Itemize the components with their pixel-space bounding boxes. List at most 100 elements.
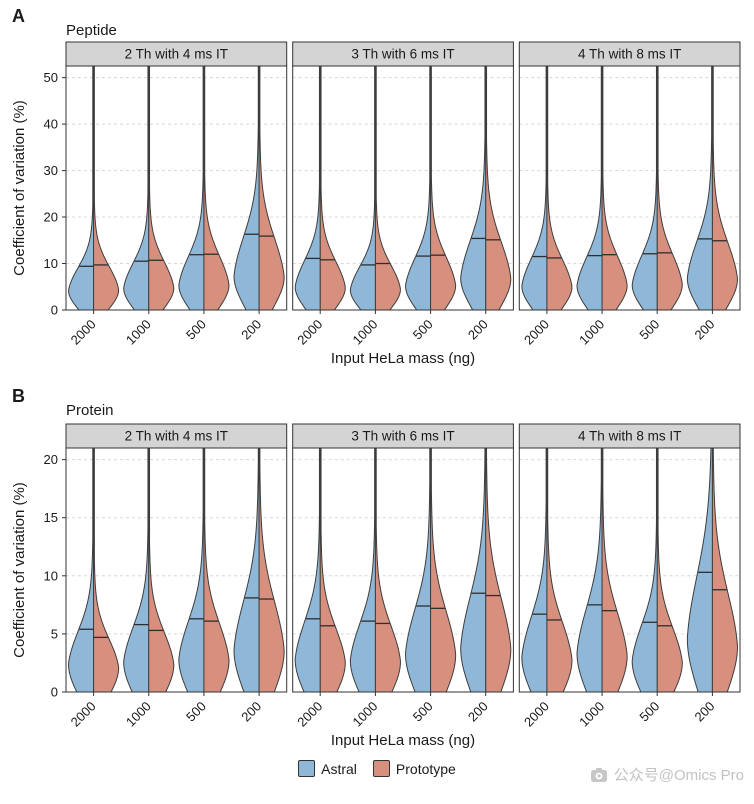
facet-strip-title: 3 Th with 6 ms IT — [351, 429, 454, 444]
panel-b-plot: 0 5 10 15 20 2000 1000 500 200 2 Th with 4 ms IT 2… — [44, 423, 741, 730]
x-tick-label: 2000 — [294, 317, 325, 348]
violin-half-prototype — [93, 65, 120, 311]
violin-half-astral — [233, 447, 260, 693]
facet-strip-title: 2 Th with 4 ms IT — [125, 47, 228, 62]
x-tick-label: 1000 — [123, 317, 154, 348]
violin-half-astral — [576, 447, 603, 693]
x-tick-label: 2000 — [68, 699, 99, 730]
y-tick-label: 20 — [44, 452, 58, 467]
facet-strip — [518, 41, 741, 67]
violin-half-astral — [178, 65, 205, 311]
panel-a-plot: 0 10 20 30 40 50 2000 1000 500 200 2 Th with 4 ms … — [44, 41, 741, 348]
x-tick-label: 200 — [692, 699, 718, 725]
x-tick-label: 1000 — [123, 699, 154, 730]
x-tick-label: 500 — [636, 317, 662, 343]
x-tick-label: 200 — [465, 699, 491, 725]
violin-half-astral — [233, 65, 260, 311]
violin-half-astral — [576, 65, 603, 311]
violin-half-prototype — [656, 65, 683, 311]
violin-half-prototype — [374, 447, 401, 693]
x-tick-label: 2000 — [294, 699, 325, 730]
violin-half-astral — [631, 447, 658, 693]
watermark-text: 公众号@Omics Pro — [613, 767, 744, 784]
x-tick-label: 500 — [183, 699, 209, 725]
violin-half-prototype — [485, 447, 512, 693]
violin-half-astral — [178, 447, 205, 693]
panel-b-title: Protein — [66, 402, 114, 419]
violin-half-prototype — [319, 447, 346, 693]
y-tick-label: 0 — [51, 685, 58, 700]
x-tick-label: 1000 — [349, 699, 380, 730]
violin-half-astral — [460, 65, 487, 311]
violin-half-prototype — [258, 447, 285, 693]
y-tick-label: 5 — [51, 626, 58, 641]
y-tick-label: 30 — [44, 163, 58, 178]
violin-half-prototype — [546, 447, 573, 693]
panel-b-letter: B — [12, 386, 25, 406]
x-tick-label: 2000 — [68, 317, 99, 348]
y-tick-label: 50 — [44, 70, 58, 85]
violin-half-prototype — [374, 65, 401, 311]
y-tick-label: 40 — [44, 117, 58, 132]
x-tick-label: 1000 — [576, 317, 607, 348]
x-tick-label: 2000 — [521, 317, 552, 348]
watermark: 公众号@Omics Pro — [590, 764, 744, 785]
violin-half-prototype — [656, 447, 683, 693]
violin-half-prototype — [601, 65, 628, 311]
x-tick-label: 200 — [465, 317, 491, 343]
violin-half-astral — [349, 447, 376, 693]
violin-half-prototype — [430, 447, 457, 693]
x-tick-label: 500 — [636, 699, 662, 725]
violin-half-astral — [460, 447, 487, 693]
facet-strip — [292, 41, 514, 67]
facet-strip — [65, 41, 288, 67]
violin-half-astral — [631, 65, 658, 311]
x-tick-label: 500 — [183, 317, 209, 343]
violin-half-astral — [521, 447, 548, 693]
legend-item-prototype: Prototype — [372, 760, 456, 777]
violin-half-astral — [68, 447, 95, 693]
y-tick-label: 10 — [44, 568, 58, 583]
x-tick-label: 2000 — [521, 699, 552, 730]
x-tick-label: 1000 — [576, 699, 607, 730]
violin-half-prototype — [430, 65, 457, 311]
violin-half-prototype — [711, 65, 738, 311]
facet-strip-title: 4 Th with 8 ms IT — [578, 47, 681, 62]
violin-half-astral — [68, 65, 95, 311]
x-tick-label: 200 — [238, 317, 264, 343]
violin-half-astral — [123, 65, 150, 311]
violin-half-astral — [123, 447, 150, 693]
x-tick-label: 1000 — [349, 317, 380, 348]
violin-half-prototype — [203, 65, 230, 311]
y-tick-label: 0 — [51, 303, 58, 318]
x-tick-label: 500 — [410, 317, 436, 343]
violin-half-astral — [405, 447, 432, 693]
violin-half-prototype — [148, 65, 175, 311]
facet-strip-title: 2 Th with 4 ms IT — [125, 429, 228, 444]
violin-half-prototype — [203, 447, 230, 693]
panel-a-title: Peptide — [66, 22, 117, 39]
violin-half-astral — [521, 65, 548, 311]
violin-half-astral — [349, 65, 376, 311]
violin-half-astral — [294, 447, 321, 693]
x-tick-label: 200 — [692, 317, 718, 343]
legend: Astral Prototype — [0, 760, 754, 777]
panel-a-x-axis-title: Input HeLa mass (ng) — [330, 350, 476, 367]
facet-strip-title: 4 Th with 8 ms IT — [578, 429, 681, 444]
violin-half-prototype — [546, 65, 573, 311]
violin-half-prototype — [601, 447, 628, 693]
violin-half-astral — [686, 65, 713, 311]
y-tick-label: 20 — [44, 210, 58, 225]
panel-a-letter: A — [12, 6, 25, 26]
legend-label-prototype: Prototype — [395, 760, 456, 777]
watermark-camera-icon — [590, 767, 607, 782]
facet-strip — [518, 423, 741, 449]
legend-label-astral: Astral — [321, 760, 357, 777]
legend-swatch-prototype — [372, 760, 390, 777]
panel-b-x-axis-title: Input HeLa mass (ng) — [330, 732, 476, 749]
violin-half-prototype — [93, 447, 120, 693]
x-tick-label: 500 — [410, 699, 436, 725]
violin-half-prototype — [711, 447, 738, 693]
violin-half-astral — [405, 65, 432, 311]
